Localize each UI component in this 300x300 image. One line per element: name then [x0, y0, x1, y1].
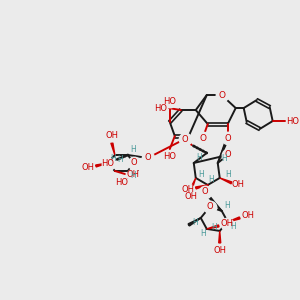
Polygon shape	[111, 143, 115, 155]
Polygon shape	[190, 178, 196, 190]
Text: OH: OH	[105, 130, 119, 140]
Text: OH: OH	[81, 164, 94, 172]
Text: OH: OH	[231, 181, 244, 190]
Text: H: H	[130, 172, 136, 181]
Text: O: O	[182, 134, 188, 143]
Text: HO: HO	[101, 160, 114, 169]
Text: H: H	[110, 154, 116, 164]
Polygon shape	[196, 185, 208, 189]
Text: HO: HO	[154, 103, 167, 112]
Polygon shape	[207, 225, 219, 229]
Text: O: O	[224, 151, 231, 160]
Text: O: O	[218, 91, 225, 100]
Text: H: H	[200, 230, 206, 238]
Text: HO: HO	[163, 97, 176, 106]
Polygon shape	[188, 218, 201, 226]
Text: O: O	[206, 202, 213, 211]
Polygon shape	[228, 217, 240, 222]
Text: HO: HO	[286, 116, 299, 125]
Text: H: H	[117, 155, 123, 164]
Polygon shape	[219, 231, 221, 243]
Text: H: H	[192, 218, 198, 227]
Text: H: H	[225, 170, 231, 179]
Text: H: H	[211, 224, 217, 232]
Text: H: H	[221, 154, 226, 164]
Polygon shape	[218, 138, 229, 163]
Text: HO: HO	[116, 178, 128, 188]
Text: H: H	[224, 201, 230, 210]
Polygon shape	[220, 178, 232, 184]
Text: O: O	[224, 134, 231, 142]
Text: OH: OH	[184, 192, 197, 201]
Text: OH: OH	[241, 212, 254, 220]
Text: OH: OH	[213, 246, 226, 255]
Text: OH: OH	[126, 170, 139, 179]
Text: H: H	[130, 145, 136, 154]
Text: H: H	[198, 170, 204, 179]
Text: H: H	[196, 154, 202, 163]
Text: HO: HO	[163, 152, 176, 161]
Text: H: H	[208, 176, 214, 184]
Text: O: O	[145, 154, 151, 163]
Polygon shape	[96, 163, 108, 167]
Text: O: O	[201, 188, 208, 196]
Text: O: O	[130, 158, 137, 167]
Text: OH: OH	[220, 219, 233, 228]
Text: H: H	[230, 222, 236, 231]
Text: OH: OH	[181, 185, 194, 194]
Text: O: O	[199, 134, 206, 142]
Polygon shape	[204, 191, 222, 211]
